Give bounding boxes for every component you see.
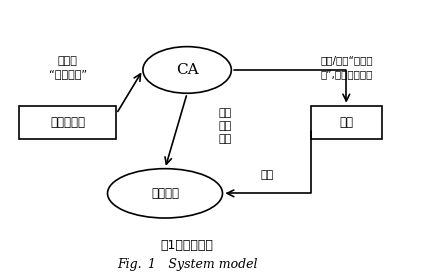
Ellipse shape — [108, 169, 222, 218]
Text: 设置/更新“信用等
级”,分发属性私钗: 设置/更新“信用等 级”,分发属性私钗 — [320, 56, 372, 79]
Ellipse shape — [143, 47, 231, 93]
Text: Fig. 1 System model: Fig. 1 System model — [117, 258, 257, 271]
Text: 图1　系统模型: 图1 系统模型 — [161, 239, 214, 252]
Text: 初始化
“信用等级”: 初始化 “信用等级” — [49, 56, 87, 79]
Text: 数据所有者: 数据所有者 — [50, 116, 85, 129]
FancyBboxPatch shape — [311, 106, 382, 138]
Text: 解密: 解密 — [260, 170, 273, 179]
Text: 数据
加密
上传: 数据 加密 上传 — [218, 108, 231, 144]
Text: 用户: 用户 — [340, 116, 353, 129]
Text: CA: CA — [176, 63, 198, 77]
FancyBboxPatch shape — [19, 106, 116, 138]
Text: 云服务器: 云服务器 — [151, 187, 179, 200]
